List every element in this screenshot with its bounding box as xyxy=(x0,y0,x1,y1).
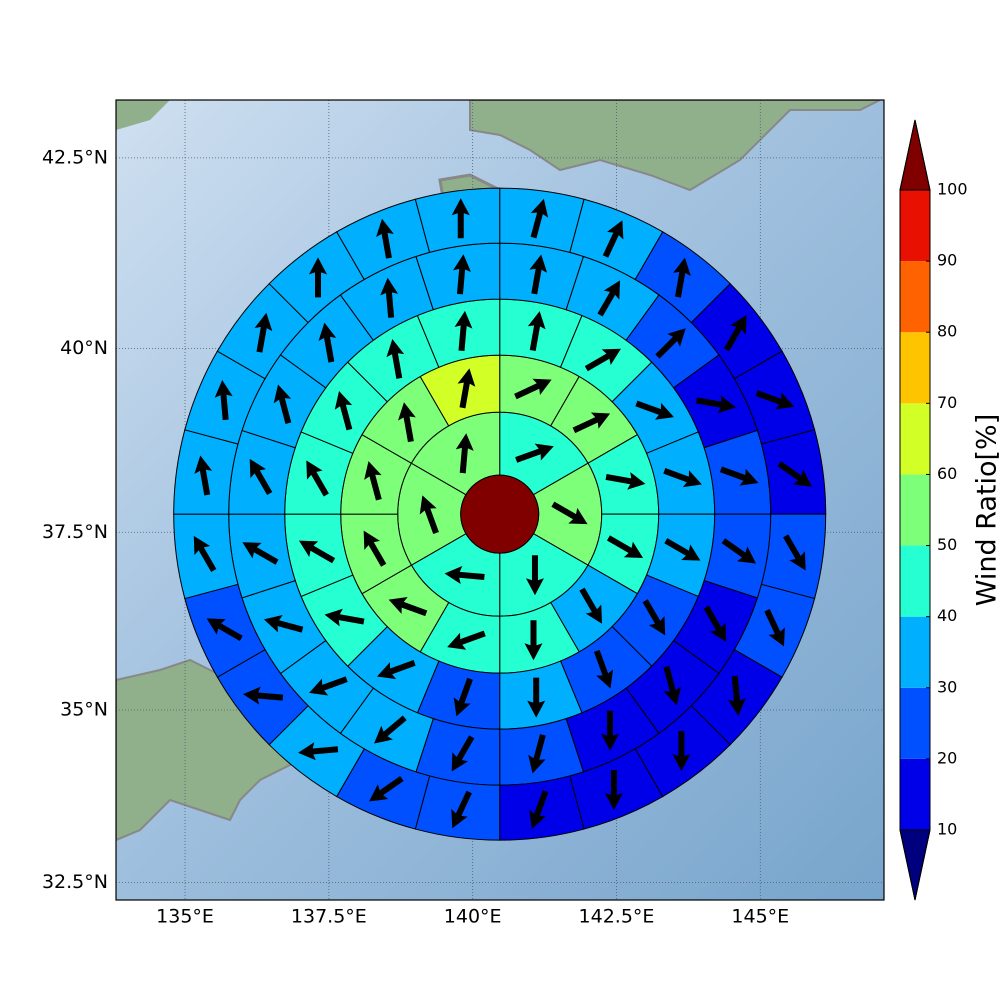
y-tick-label: 32.5°N xyxy=(42,871,108,893)
colorbar-tick-label: 30 xyxy=(937,677,957,696)
colorbar-tick-label: 50 xyxy=(937,535,957,554)
colorbar-tick-label: 70 xyxy=(937,393,957,412)
center-cell xyxy=(461,475,539,553)
x-tick-label: 137.5°E xyxy=(291,906,367,928)
x-tick-label: 140°E xyxy=(444,906,502,928)
x-tick-label: 142.5°E xyxy=(579,906,655,928)
colorbar-tick-label: 60 xyxy=(937,464,957,483)
colorbar-segment xyxy=(900,261,930,332)
grid-cell xyxy=(761,514,825,598)
colorbar-tick-label: 90 xyxy=(937,251,957,270)
polar-grid xyxy=(174,188,826,840)
colorbar-label: Wind Ratio[%] xyxy=(972,414,1000,606)
y-tick-label: 35°N xyxy=(60,698,108,720)
colorbar-segment xyxy=(900,546,930,617)
colorbar-segment xyxy=(900,332,930,403)
y-tick-label: 37.5°N xyxy=(42,521,108,543)
x-tick-label: 135°E xyxy=(156,906,214,928)
y-tick-label: 42.5°N xyxy=(42,146,108,168)
colorbar-tick-label: 40 xyxy=(937,606,957,625)
colorbar-tick-label: 10 xyxy=(937,820,957,839)
grid-cell xyxy=(415,776,499,840)
grid-cell xyxy=(415,188,499,252)
colorbar-under xyxy=(900,830,930,900)
colorbar-segment xyxy=(900,403,930,474)
colorbar-segment xyxy=(900,474,930,545)
colorbar-segment xyxy=(900,617,930,688)
x-tick-label: 145°E xyxy=(731,906,789,928)
colorbar-segment xyxy=(900,688,930,759)
colorbar-tick-label: 80 xyxy=(937,322,957,341)
colorbar-tick-label: 100 xyxy=(937,180,968,199)
grid-cell xyxy=(500,188,584,252)
colorbar-tick-label: 20 xyxy=(937,748,957,767)
colorbar-over xyxy=(900,120,930,190)
y-tick-label: 40°N xyxy=(60,337,108,359)
colorbar-segment xyxy=(900,759,930,830)
colorbar: 10 20 30 40 50 60 70 80 90 100 xyxy=(900,120,968,900)
colorbar-segment xyxy=(900,190,930,261)
